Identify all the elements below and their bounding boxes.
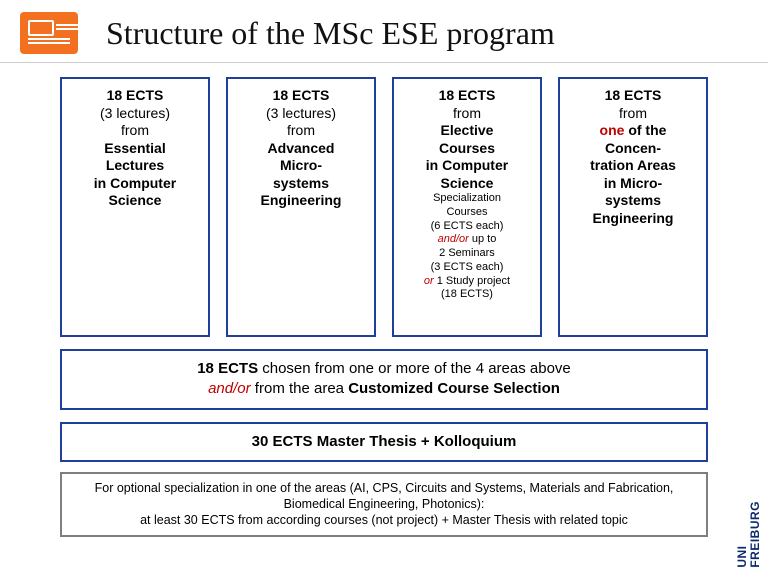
lectures-note: (3 lectures)	[234, 105, 368, 123]
from-label: from	[234, 122, 368, 140]
four-column-row: 18 ECTS (3 lectures) from Essential Lect…	[60, 77, 708, 337]
box-concentration-mse: 18 ECTS from one of the Concen- tration …	[558, 77, 708, 337]
spec-line: 2 Seminars	[400, 247, 534, 261]
ects-label: 18 ECTS	[68, 87, 202, 105]
bold-line: Elective	[400, 122, 534, 140]
header: Structure of the MSc ESE program	[0, 0, 768, 63]
spec-line: or 1 Study project	[400, 275, 534, 289]
one-of-line: one of the	[566, 122, 700, 140]
ects-label: 18 ECTS	[400, 87, 534, 105]
lectures-note: (3 lectures)	[68, 105, 202, 123]
slide-logo-icon	[20, 12, 78, 54]
grey-box-specialization: For optional specialization in one of th…	[60, 472, 708, 537]
andor-text: and/or	[438, 233, 469, 245]
bold-line: Engineering	[566, 210, 700, 228]
one-text: one	[600, 122, 625, 138]
customized-bold: Customized Course Selection	[348, 380, 560, 397]
bold-line: Lectures	[68, 157, 202, 175]
bold-line: tration Areas	[566, 157, 700, 175]
bold-line: Micro-	[234, 157, 368, 175]
uni-freiburg-logo: UNI FREIBURG	[736, 501, 762, 568]
bold-line: Advanced	[234, 140, 368, 158]
bold-line: Courses	[400, 140, 534, 158]
uni-text: UNI	[735, 546, 749, 568]
grey-line: at least 30 ECTS from according courses …	[76, 512, 692, 528]
wide-box-customized: 18 ECTS chosen from one or more of the 4…	[60, 349, 708, 410]
spec-tail: 1 Study project	[434, 275, 510, 287]
wide-box-thesis: 30 ECTS Master Thesis + Kolloquium	[60, 422, 708, 462]
wide-text: chosen from one or more of the 4 areas a…	[258, 360, 571, 377]
content-area: 18 ECTS (3 lectures) from Essential Lect…	[0, 63, 768, 537]
spec-line: and/or up to	[400, 233, 534, 247]
bold-line: in Computer	[68, 175, 202, 193]
from-label: from	[68, 122, 202, 140]
spec-line: (18 ECTS)	[400, 288, 534, 302]
spec-line: (3 ECTS each)	[400, 261, 534, 275]
bold-line: systems	[234, 175, 368, 193]
freiburg-text: FREIBURG	[748, 501, 762, 568]
spec-tail: up to	[469, 233, 497, 245]
bold-line: Engineering	[234, 192, 368, 210]
andor-text: and/or	[208, 380, 251, 397]
grey-line: For optional specialization in one of th…	[76, 480, 692, 513]
from-label: from	[400, 105, 534, 123]
bold-line: Science	[68, 192, 202, 210]
ects-bold: 18 ECTS	[197, 360, 258, 377]
spec-line: Courses	[400, 206, 534, 220]
box-essential-cs: 18 ECTS (3 lectures) from Essential Lect…	[60, 77, 210, 337]
ects-label: 18 ECTS	[234, 87, 368, 105]
tail-text: of the	[624, 122, 666, 138]
wide-text: from the area	[251, 380, 349, 397]
bold-line: in Computer	[400, 157, 534, 175]
box-elective-cs: 18 ECTS from Elective Courses in Compute…	[392, 77, 542, 337]
bold-line: systems	[566, 192, 700, 210]
from-label: from	[566, 105, 700, 123]
or-text: or	[424, 275, 434, 287]
box-advanced-mse: 18 ECTS (3 lectures) from Advanced Micro…	[226, 77, 376, 337]
page-title: Structure of the MSc ESE program	[106, 15, 555, 52]
spec-line: Specialization	[400, 192, 534, 206]
bold-line: in Micro-	[566, 175, 700, 193]
bold-line: Science	[400, 175, 534, 193]
bold-line: Essential	[68, 140, 202, 158]
ects-label: 18 ECTS	[566, 87, 700, 105]
spec-line: (6 ECTS each)	[400, 220, 534, 234]
bold-line: Concen-	[566, 140, 700, 158]
